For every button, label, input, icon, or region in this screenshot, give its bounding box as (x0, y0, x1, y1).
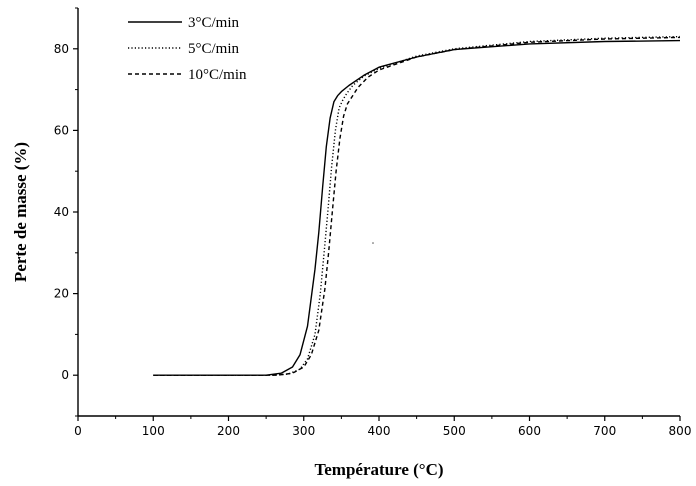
series-group (153, 35, 681, 376)
series-line-2 (153, 35, 681, 376)
x-tick-label: 700 (593, 424, 616, 438)
series-line-3 (153, 36, 681, 376)
x-tick-label: 200 (217, 424, 240, 438)
y-tick-label: 80 (54, 42, 69, 56)
axes (77, 8, 680, 417)
x-tick-label: 400 (368, 424, 391, 438)
x-tick-label: 100 (142, 424, 165, 438)
x-ticks: 0 100 200 300 400 500 600 700 800 (74, 416, 691, 438)
legend: 3°C/min 5°C/min 10°C/min (128, 15, 247, 83)
x-axis-title: Température (°C) (314, 460, 443, 479)
legend-label-1: 3°C/min (188, 15, 240, 31)
x-tick-label: 300 (292, 424, 315, 438)
x-tick-label: 600 (518, 424, 541, 438)
y-tick-label: 60 (54, 123, 69, 137)
x-tick-label: 800 (669, 424, 692, 438)
y-axis-title: Perte de masse (%) (11, 142, 30, 282)
y-tick-label: 40 (54, 205, 69, 219)
y-tick-label: 0 (61, 368, 69, 382)
legend-label-3: 10°C/min (188, 67, 247, 83)
plot-area (372, 242, 374, 244)
y-tick-label: 20 (54, 287, 69, 301)
series-line-1 (153, 39, 681, 376)
legend-label-2: 5°C/min (188, 41, 240, 57)
scan-speck (372, 242, 374, 244)
x-tick-label: 0 (74, 424, 82, 438)
x-tick-label: 500 (443, 424, 466, 438)
y-ticks: 0 20 40 60 80 (54, 7, 78, 417)
